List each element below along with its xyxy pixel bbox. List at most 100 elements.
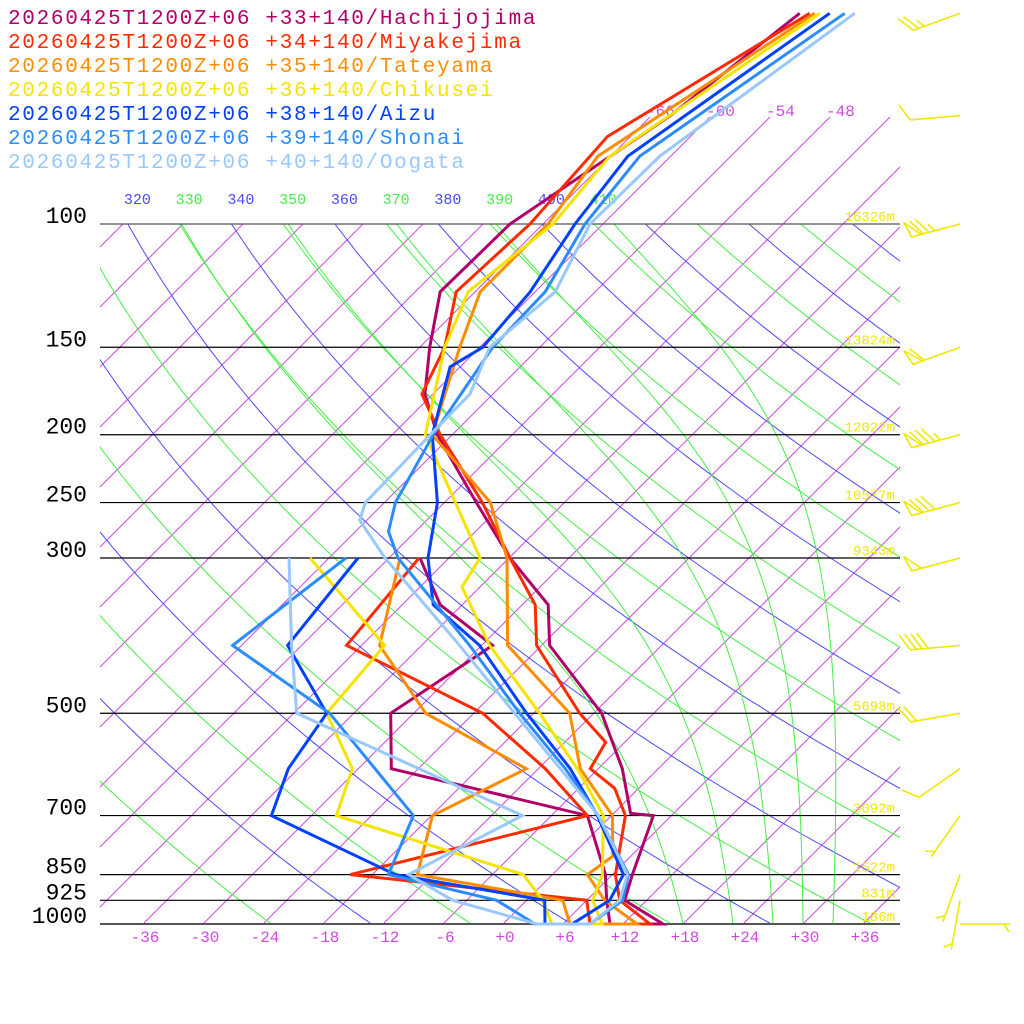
temperature-tick-label: -12 (371, 929, 400, 947)
profile-line-aizu (269, 12, 831, 926)
dry-adiabat-line (956, 224, 1024, 924)
wind-barb (898, 104, 961, 121)
temperature-tick-label: +6 (555, 929, 574, 947)
wind-barbs (897, 12, 1010, 950)
wind-barb (902, 555, 961, 572)
isotherm-label: -48 (826, 103, 855, 121)
height-label: 831m (861, 886, 895, 902)
wind-barb-feather (904, 633, 917, 650)
wind-barb-shaft (910, 114, 961, 121)
wind-barb-feather (897, 707, 912, 723)
dry-adiabat-line (696, 224, 900, 386)
height-label: 12022m (845, 421, 895, 437)
legend-entry: 20260425T1200Z+06 +38+140/Aizu (8, 104, 437, 127)
dry-adiabat-line (748, 224, 900, 344)
isotherm-line (99, 223, 304, 428)
wind-barb-feather (910, 633, 923, 650)
dry-adiabat-line (645, 224, 900, 428)
wind-barb-feather (914, 497, 930, 512)
wind-barb-shaft (930, 815, 961, 857)
isotherm-line (502, 526, 901, 925)
temperature-tick-label: -30 (191, 929, 220, 947)
wind-barb-pennant (902, 500, 924, 517)
dry-adiabat-line (800, 224, 900, 303)
temperature-tick-label: +36 (851, 929, 880, 947)
isotherm-line (862, 886, 901, 925)
axis-labels: -66 -60 -54 -481001502002503005007008509251… (32, 103, 880, 947)
theta-label: 370 (383, 192, 410, 209)
isotherm-line (99, 223, 364, 488)
legend-entry: 20260425T1200Z+06 +33+140/Hachijojima (8, 8, 537, 31)
isobars (100, 223, 900, 925)
temperature-tick-label: +18 (671, 929, 700, 947)
temperature-tick-label: +30 (791, 929, 820, 947)
temperature-tick-label: -6 (435, 929, 454, 947)
profile-line-tateyama (377, 12, 816, 926)
wind-barb (902, 218, 961, 238)
wind-barb-feather (920, 427, 936, 443)
temperature-tick-label: -36 (131, 929, 160, 947)
wind-barb-feather (920, 495, 936, 510)
dry-adiabat-line (438, 224, 900, 603)
wind-barb-feather (908, 220, 924, 235)
theta-label: 320 (124, 192, 151, 209)
theta-label: 380 (434, 192, 461, 209)
legend: 20260425T1200Z+06 +33+140/Hachijojima 202… (8, 8, 537, 175)
wind-barb-half-feather (1003, 923, 1010, 933)
wind-barb-shaft (910, 712, 961, 723)
height-label: 10577m (845, 489, 895, 505)
wind-barb-feather (908, 431, 924, 446)
isotherm-line (322, 346, 901, 925)
wind-barb (902, 427, 961, 449)
temperature-tick-label: +24 (731, 929, 760, 947)
wind-barb-half-feather (935, 915, 946, 919)
wind-barb-feather (916, 632, 929, 649)
legend-entry: 20260425T1200Z+06 +39+140/Shonai (8, 128, 466, 151)
wind-barb-feather (901, 789, 920, 799)
height-label: 9343m (853, 544, 895, 560)
wind-barb-shaft (912, 12, 961, 32)
temperature-tick-label: -18 (311, 929, 340, 947)
wind-barb-feather (908, 498, 924, 513)
height-label: 16326m (845, 210, 895, 226)
isotherm-line (382, 406, 901, 925)
wind-barb-pennant (903, 349, 925, 366)
legend-entry: 20260425T1200Z+06 +40+140/Oogata (8, 152, 466, 175)
pressure-label: 850 (46, 855, 87, 881)
height-label: 186m (861, 910, 895, 926)
height-label: 13824m (845, 333, 895, 349)
wind-barb (898, 632, 961, 651)
wind-barb (925, 815, 961, 857)
wind-barb-pennant (902, 555, 924, 572)
wind-barb-feather (903, 706, 918, 722)
pressure-label: 150 (46, 327, 87, 353)
wind-barb-feather (898, 104, 911, 121)
pressure-label: 700 (46, 796, 87, 822)
temperature-tick-label: +12 (611, 929, 640, 947)
pressure-label: 925 (46, 880, 87, 906)
dry-adiabat-line (904, 224, 1024, 924)
wind-barb-feather (914, 218, 930, 233)
wind-barb (897, 12, 961, 32)
profile-line-oogata (287, 12, 856, 926)
isotherm-label: -54 (766, 103, 795, 121)
wind-barb-shaft (910, 644, 961, 651)
wind-barb (960, 923, 1010, 933)
wind-barb-half-feather (916, 19, 925, 27)
wind-barb (935, 874, 961, 922)
moist-adiabat-line (613, 224, 837, 924)
profile-line-miyakejima (344, 12, 811, 926)
wind-barb-feather (898, 634, 911, 651)
height-label: 3092m (853, 802, 895, 818)
theta-label: 360 (331, 192, 358, 209)
theta-label: 390 (486, 192, 513, 209)
isotherm-line (99, 223, 124, 248)
pressure-label: 1000 (32, 904, 87, 930)
profiles (230, 12, 856, 926)
pressure-label: 100 (46, 204, 87, 230)
isotherm-line (99, 223, 484, 608)
moist-adiabat-line (495, 224, 804, 924)
theta-label: 350 (279, 192, 306, 209)
isotherm-line (622, 646, 901, 925)
